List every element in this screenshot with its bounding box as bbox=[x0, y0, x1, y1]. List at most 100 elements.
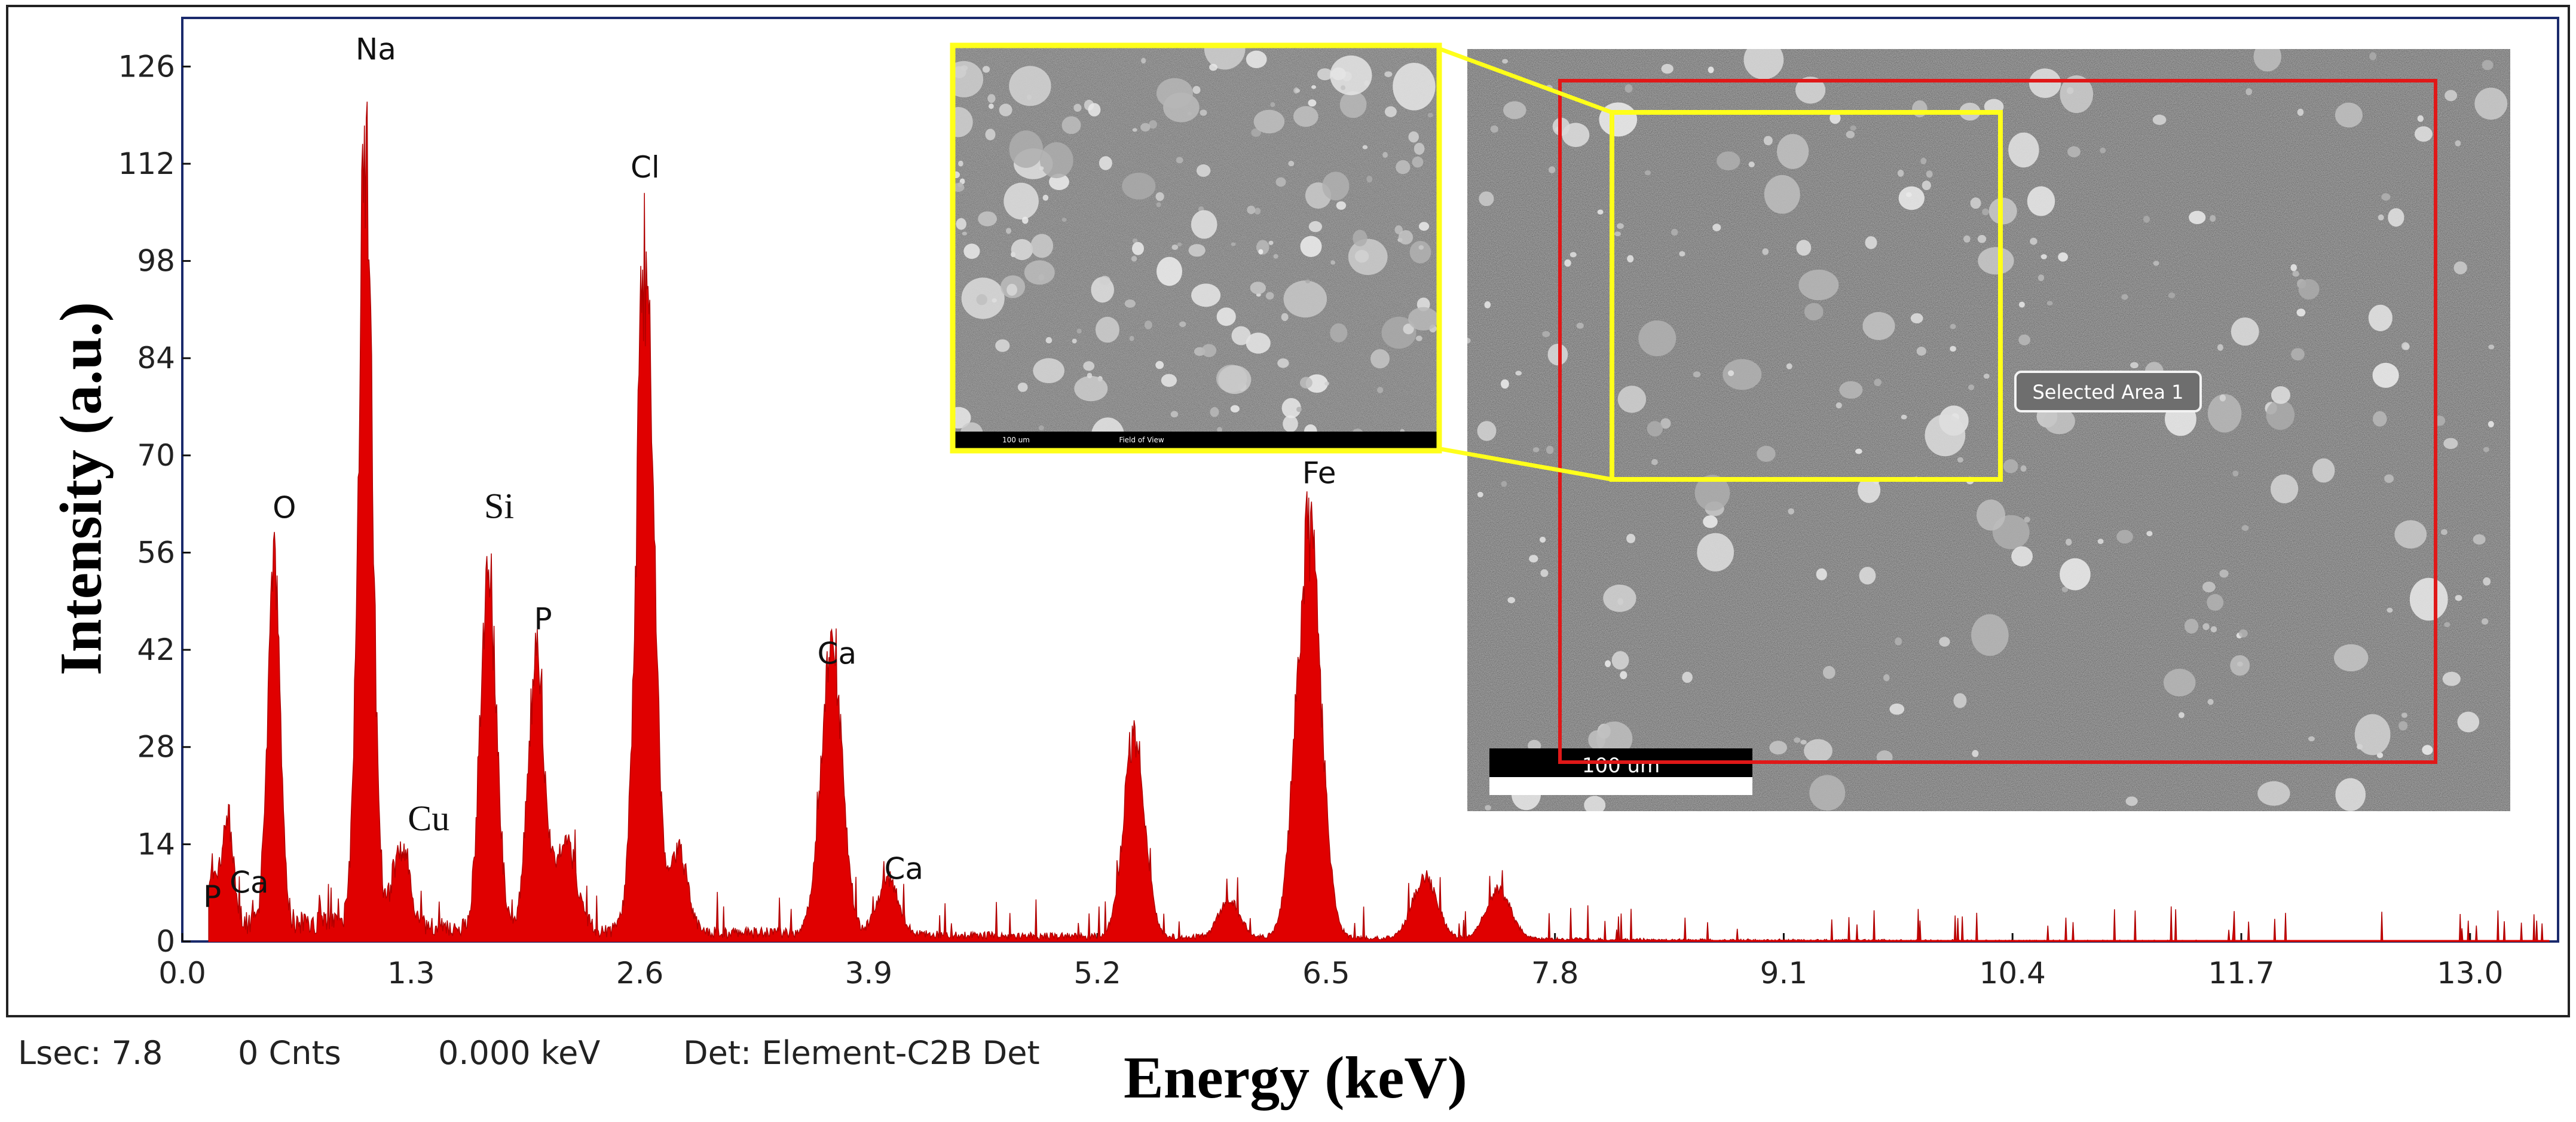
sem-particle bbox=[1398, 230, 1414, 244]
sem-particle bbox=[1273, 254, 1278, 259]
sem-particle bbox=[955, 183, 965, 192]
peak-label: Fe bbox=[1302, 455, 1336, 490]
sem-particle bbox=[1246, 332, 1271, 354]
sem-particle bbox=[1268, 240, 1274, 245]
sem-particle bbox=[2060, 75, 2094, 114]
sem-particle bbox=[1794, 737, 1801, 743]
sem-particle bbox=[2184, 619, 2199, 634]
sem-particle bbox=[1816, 568, 1827, 580]
sem-particle bbox=[1196, 164, 1211, 177]
sem-particle bbox=[2483, 577, 2491, 586]
sem-particle bbox=[2146, 531, 2153, 537]
sem-particle bbox=[1957, 457, 1963, 463]
sem-particle bbox=[1804, 739, 1832, 763]
sem-particle bbox=[1155, 360, 1164, 369]
sem-particle bbox=[1614, 231, 1622, 237]
sem-particle bbox=[1024, 260, 1055, 285]
sem-particle bbox=[2067, 146, 2081, 158]
sem-particle bbox=[1694, 475, 1730, 511]
sem-particle bbox=[1596, 721, 1633, 756]
status-energy: 0.000 keV bbox=[438, 1034, 601, 1072]
peak-label: Ca bbox=[884, 851, 923, 886]
sem-particle bbox=[1970, 197, 1981, 209]
sem-particle bbox=[1412, 156, 1424, 168]
sem-particle bbox=[1409, 241, 1431, 264]
x-tick-label: 11.7 bbox=[2208, 956, 2274, 990]
sem-particle bbox=[2473, 534, 2486, 545]
sem-particle bbox=[1087, 372, 1093, 378]
sem-particle bbox=[2422, 745, 2433, 755]
sem-particle bbox=[2292, 271, 2299, 277]
sem-particle bbox=[1033, 358, 1064, 384]
sem-particle bbox=[2443, 438, 2458, 450]
sem-particle bbox=[1889, 703, 1905, 715]
sem-particle bbox=[1283, 415, 1298, 433]
sem-particle bbox=[1141, 57, 1146, 64]
sem-particle bbox=[995, 339, 1010, 352]
sem-particle bbox=[2130, 362, 2138, 369]
sem-particle bbox=[955, 408, 960, 412]
sem-particle bbox=[1191, 283, 1221, 307]
peak-label: Na bbox=[356, 32, 396, 67]
sem-particle bbox=[1200, 109, 1207, 116]
sem-particle bbox=[1384, 71, 1393, 77]
sem-particle bbox=[1384, 106, 1397, 117]
y-axis-label: Intensity (a.u.) bbox=[47, 301, 114, 676]
sem-particle bbox=[1281, 313, 1289, 322]
eds-spectrum-chart: 0 14 28 42 56 70 84 98 112 126 0.0 1.3 2.6 3.9 5.2 6.5… bbox=[6, 5, 2570, 1017]
zoom-region-rectangle bbox=[1610, 110, 2003, 482]
sem-particle bbox=[2445, 90, 2458, 102]
y-tick-label: 14 bbox=[137, 827, 175, 861]
sem-particle bbox=[2097, 539, 2104, 544]
sem-particle bbox=[1140, 123, 1151, 132]
y-tick-label: 84 bbox=[137, 341, 175, 375]
sem-particle bbox=[2066, 539, 2072, 546]
sem-particle bbox=[2207, 394, 2242, 433]
sem-particle bbox=[1660, 418, 1671, 429]
sem-particle bbox=[978, 211, 997, 227]
sem-particle bbox=[1170, 411, 1179, 418]
sem-particle bbox=[1427, 112, 1433, 118]
sem-particle bbox=[2298, 279, 2320, 299]
scale-bar-white bbox=[1489, 777, 1752, 795]
sem-particle bbox=[1977, 499, 2005, 531]
sem-particle bbox=[2372, 362, 2399, 388]
sem-particle bbox=[1099, 276, 1110, 286]
sem-particle bbox=[1661, 63, 1674, 74]
sem-particle bbox=[1009, 66, 1051, 106]
sem-particle bbox=[2058, 252, 2069, 262]
sem-particle bbox=[987, 94, 996, 103]
sem-particle bbox=[1072, 338, 1077, 344]
sem-particle bbox=[2040, 254, 2047, 259]
sem-particle bbox=[1192, 85, 1201, 94]
sem-particle bbox=[1467, 338, 1471, 344]
sem-particle bbox=[1671, 228, 1678, 236]
y-tick-label: 42 bbox=[137, 632, 175, 667]
sem-particle bbox=[1748, 161, 1755, 167]
sem-particle bbox=[2401, 342, 2409, 350]
sem-particle bbox=[2381, 193, 2391, 201]
sem-particle bbox=[1418, 222, 1430, 231]
sem-particle bbox=[2442, 671, 2461, 686]
sem-particle bbox=[1330, 55, 1372, 96]
sem-particle bbox=[1288, 161, 1295, 167]
sem-particle bbox=[2217, 344, 2223, 351]
sem-particle bbox=[2290, 264, 2297, 271]
y-tick-label: 70 bbox=[137, 438, 175, 473]
sem-particle bbox=[2253, 49, 2281, 72]
sem-particle bbox=[2027, 186, 2055, 216]
sem-particle bbox=[2241, 525, 2249, 531]
sem-particle bbox=[1250, 282, 1266, 295]
x-tick-label: 9.1 bbox=[1760, 956, 1808, 990]
sem-particle bbox=[1330, 260, 1336, 265]
sem-particle bbox=[1099, 156, 1112, 170]
sem-particle bbox=[2121, 294, 2128, 300]
sem-particle bbox=[1414, 142, 1425, 155]
sem-particle bbox=[1647, 421, 1663, 437]
sem-particle bbox=[1846, 130, 1855, 139]
sem-particle bbox=[1898, 186, 1925, 210]
y-tick-label: 56 bbox=[137, 535, 175, 570]
sem-particle bbox=[1584, 796, 1606, 811]
sem-particle bbox=[1620, 671, 1627, 680]
sem-particle bbox=[982, 66, 990, 73]
